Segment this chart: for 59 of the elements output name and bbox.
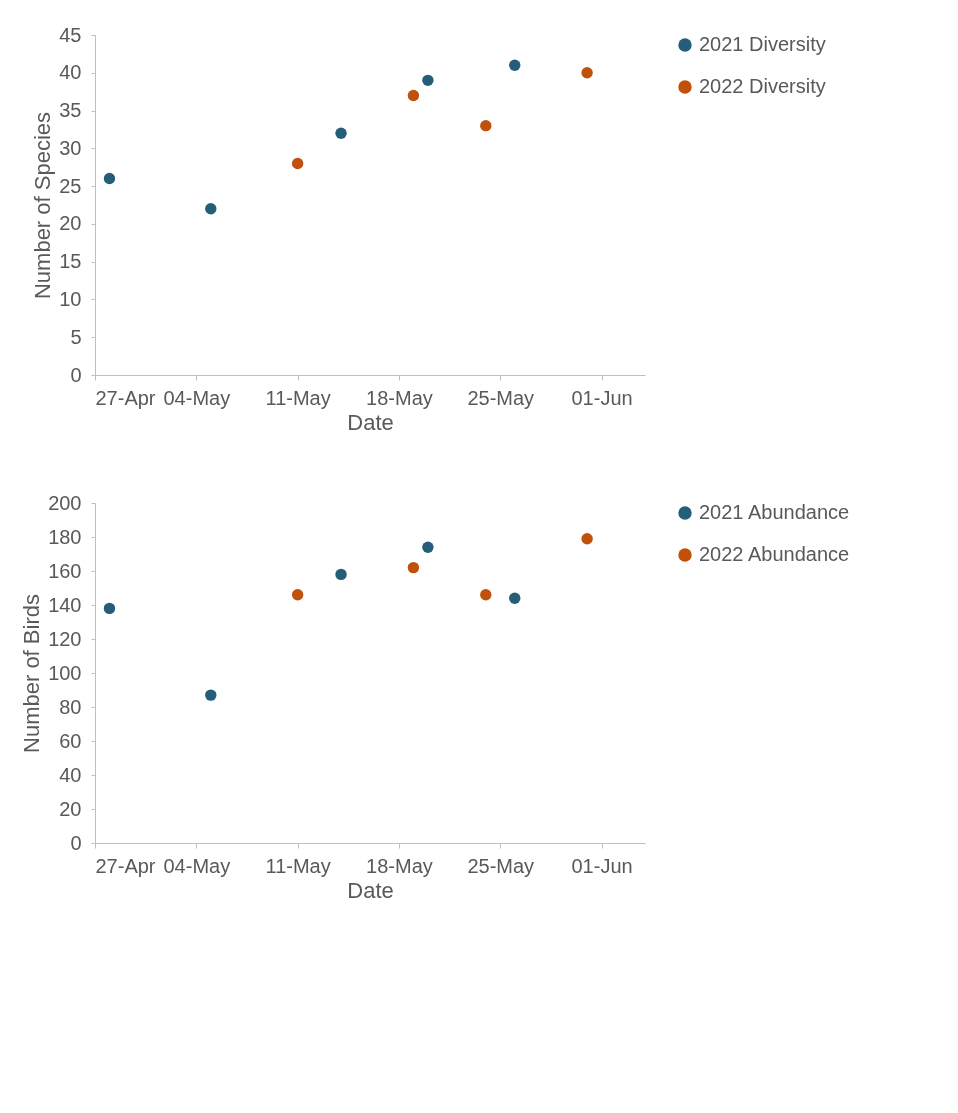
point	[335, 568, 347, 581]
y-tick-label: 15	[59, 250, 82, 273]
y-tick-label: 100	[48, 661, 82, 684]
y-tick-label: 60	[59, 729, 82, 752]
x-tick-label: 11-May	[265, 854, 331, 877]
point	[205, 689, 217, 701]
point	[480, 589, 492, 601]
point	[581, 533, 593, 545]
point	[103, 602, 116, 615]
y-tick-label: 20	[59, 797, 82, 820]
x-tick-label: 25-May	[467, 854, 535, 877]
y-tick-label: 160	[48, 559, 82, 582]
x-tick-label: 18-May	[366, 386, 433, 409]
point	[291, 157, 304, 170]
point	[422, 74, 434, 87]
y-tick-label: 20	[59, 212, 82, 235]
y-tick-label: 5	[70, 325, 82, 348]
point	[422, 541, 434, 553]
point	[205, 203, 217, 215]
y-axis-title: Number of Species	[30, 111, 56, 300]
x-tick-label: 27-Apr	[95, 854, 156, 877]
legend-label: 2021 Diversity	[699, 33, 826, 55]
y-tick-label: 120	[48, 627, 82, 650]
y-tick-label: 0	[70, 831, 82, 854]
y-tick-label: 0	[70, 363, 82, 386]
y-tick-label: 25	[59, 174, 82, 197]
legend-label: 2022 Abundance	[699, 543, 850, 565]
y-tick-label: 45	[59, 23, 82, 46]
x-tick-label: 27-Apr	[95, 386, 156, 409]
x-tick-label: 01-Jun	[571, 386, 633, 409]
y-tick-label: 10	[59, 287, 82, 310]
x-tick-label: 18-May	[366, 854, 433, 877]
x-tick-label: 04-May	[163, 854, 231, 877]
point	[509, 592, 521, 604]
point	[480, 119, 492, 132]
x-tick-label: 01-Jun	[571, 854, 633, 877]
y-tick-label: 40	[59, 763, 82, 786]
point	[407, 561, 420, 574]
legend-label: 2022 Diversity	[699, 75, 826, 97]
point	[291, 589, 304, 601]
point	[103, 172, 116, 185]
y-tick-label: 200	[48, 491, 82, 514]
y-tick-label: 30	[59, 136, 82, 159]
point	[335, 127, 347, 139]
y-tick-label: 80	[59, 695, 82, 718]
x-tick-label: 25-May	[467, 386, 535, 409]
y-tick-label: 40	[59, 61, 82, 84]
x-tick-label: 04-May	[163, 386, 231, 409]
point	[581, 67, 593, 79]
point	[407, 89, 420, 102]
x-axis-title: Date	[347, 877, 394, 903]
x-axis-title: Date	[347, 409, 394, 435]
y-tick-label: 140	[48, 593, 82, 616]
x-tick-label: 11-May	[265, 386, 331, 409]
y-axis-title: Number of Birds	[19, 594, 45, 753]
legend-label: 2021 Abundance	[699, 501, 850, 523]
y-tick-label: 35	[59, 99, 82, 122]
point	[509, 59, 521, 71]
y-tick-label: 180	[48, 525, 82, 548]
